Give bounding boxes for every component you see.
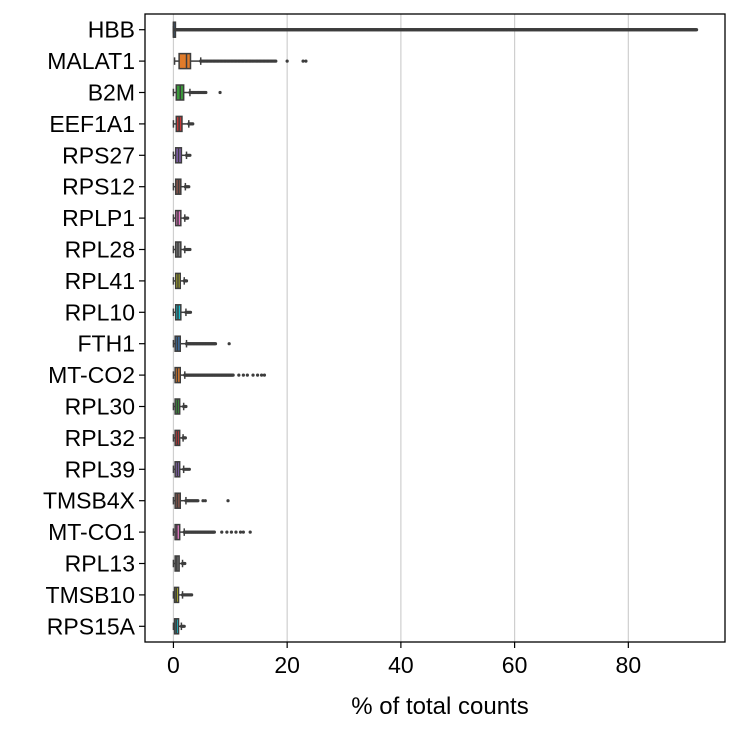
y-tick-label: MALAT1 (47, 48, 135, 74)
outlier-point (255, 373, 260, 377)
box-mt-co2 (172, 366, 267, 384)
box-tmsb4x (172, 492, 230, 509)
box-rpl32 (172, 429, 187, 447)
x-tick-label: 20 (274, 652, 300, 678)
box-rps12 (172, 178, 191, 195)
outlier-point (251, 373, 255, 377)
y-tick-label: RPS15A (47, 613, 136, 639)
outlier-point (187, 467, 191, 471)
outlier-point (190, 593, 194, 597)
outlier-point (241, 530, 245, 534)
x-tick-label: 0 (167, 652, 180, 678)
box-body (178, 52, 192, 70)
outlier-point (187, 185, 191, 189)
outlier-point (248, 530, 252, 534)
outlier-point (191, 122, 195, 126)
y-tick-label: TMSB4X (43, 488, 135, 514)
y-tick-label: RPL28 (65, 237, 135, 263)
outlier-point (241, 373, 245, 377)
box-fth1 (172, 335, 231, 352)
grid-lines (172, 14, 629, 642)
x-axis-label: % of total counts (351, 693, 528, 720)
y-tick-label: RPL30 (65, 394, 135, 420)
outlier-point (231, 373, 235, 377)
outlier-point (274, 59, 278, 63)
outlier-point (245, 373, 249, 377)
outlier-point (259, 373, 264, 377)
y-tick-label: RPLP1 (62, 205, 135, 231)
y-tick-label: B2M (88, 80, 135, 106)
outlier-point (227, 342, 231, 346)
y-tick-label: RPL39 (65, 456, 135, 482)
outlier-point (201, 499, 205, 503)
y-tick-label: RPS27 (62, 142, 135, 168)
y-tick-label: FTH1 (78, 331, 136, 357)
box-rps15a (172, 618, 186, 635)
outlier-point (234, 530, 238, 534)
y-tick-label: EEF1A1 (49, 111, 135, 137)
y-tick-label: RPL13 (65, 551, 135, 577)
outlier-point (238, 530, 243, 534)
outlier-point (204, 90, 208, 95)
x-tick-label: 60 (502, 652, 528, 678)
y-tick-label: TMSB10 (46, 582, 135, 608)
box-b2m (172, 84, 222, 101)
x-tick-label: 80 (616, 652, 642, 678)
outlier-point (237, 373, 241, 377)
y-tick-label: RPS12 (62, 174, 135, 200)
outlier-point (183, 436, 187, 440)
outlier-point (229, 530, 234, 534)
outlier-point (186, 216, 190, 220)
outlier-point (301, 59, 305, 63)
outlier-point (694, 28, 699, 32)
outlier-point (196, 499, 200, 503)
outlier-point (285, 59, 289, 63)
box-rpl39 (172, 461, 191, 478)
plot-frame (144, 13, 726, 643)
outlier-point (188, 247, 192, 252)
outlier-point (184, 404, 188, 409)
boxes (172, 21, 699, 635)
box-rpl30 (172, 398, 188, 415)
y-tick-label: RPL32 (65, 425, 135, 451)
outlier-point (188, 153, 192, 157)
box-eef1a1 (172, 115, 195, 133)
outlier-point (220, 530, 224, 534)
outlier-point (183, 561, 187, 566)
box-rpl41 (172, 272, 189, 290)
y-tick-label: RPL41 (65, 268, 135, 294)
box-tmsb10 (172, 586, 194, 604)
box-hbb (172, 21, 699, 38)
y-tick-label: MT-CO2 (48, 362, 135, 388)
outlier-point (188, 310, 193, 314)
box-mt-co1 (172, 523, 252, 541)
outlier-point (182, 624, 186, 628)
outlier-point (203, 499, 207, 503)
box-rplp1 (172, 209, 190, 227)
box-rpl13 (172, 555, 187, 572)
outlier-point (262, 373, 267, 377)
y-tick-label: MT-CO1 (48, 519, 135, 545)
box-rps27 (172, 147, 192, 164)
outlier-point (213, 342, 218, 346)
y-tick-label: HBB (88, 17, 135, 43)
y-tick-labels: HBB MALAT1 B2M EEF1A1 RPS27 RPS12 RPLP1 RPL28 RP… (43, 17, 145, 639)
box-rpl10 (172, 304, 193, 321)
box-malat1 (173, 52, 308, 70)
outlier-point (304, 59, 308, 63)
outlier-point (225, 530, 229, 534)
outlier-point (212, 530, 216, 534)
y-tick-label: RPL10 (65, 299, 135, 325)
x-tick-labels: 0 20 40 60 80 (167, 642, 641, 678)
x-tick-label: 40 (388, 652, 414, 678)
outlier-point (184, 279, 189, 283)
outlier-point (218, 90, 222, 95)
outlier-point (226, 499, 230, 503)
box-rpl28 (172, 241, 192, 258)
